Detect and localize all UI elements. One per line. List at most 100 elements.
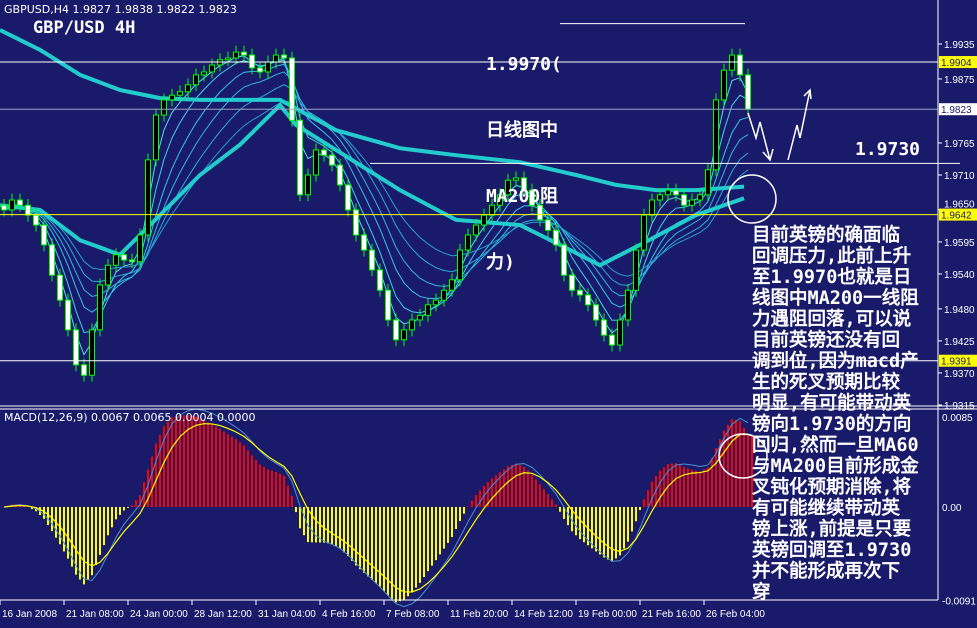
candle-body [657,194,663,201]
candle-body [649,199,655,216]
candle [705,163,711,202]
candle [9,193,15,217]
candle [649,193,655,222]
candle-body [401,329,407,341]
candle-body [673,189,679,196]
candle [89,323,95,382]
candle-body [569,274,575,291]
candle-body [145,159,151,236]
candle-body [441,289,447,301]
candle-body [329,154,335,166]
price-tick-label: 1.9935 [944,40,975,51]
ma-line-8 [3,63,749,313]
candle-body [297,119,303,196]
candle [161,93,167,122]
candle-body [249,54,255,69]
candle-body [737,54,743,76]
candle-body [633,249,639,291]
candle [441,283,447,307]
candle-body [617,319,623,346]
candle-body [305,174,311,196]
macd-tick-label: 0.00 [942,503,962,514]
candle [361,228,367,257]
price-tick-label: 1.9370 [944,369,975,380]
macd-signal-line [3,423,749,593]
candle [33,208,39,232]
candle-body [433,299,439,306]
price-label: 1.9904 [941,58,972,69]
price-label: 1.9642 [941,211,972,222]
candle-body [169,94,175,101]
commentary-line: 并不能形成再次下 [752,561,901,582]
commentary-line: 英镑回调至1.9730 [752,540,912,561]
candle-body [497,194,503,206]
candle [481,208,487,232]
candle [721,63,727,107]
price-label: 1.9823 [941,105,972,116]
candle-body [137,234,143,263]
candle-body [409,319,415,331]
candle [137,228,143,269]
commentary-line: 有可能继续带动英 [752,498,901,519]
candle-body [57,274,63,301]
price-tick-label: 1.9315 [944,401,975,412]
candle-body [665,189,671,196]
candle [689,193,695,212]
time-tick-label: 26 Feb 04:00 [706,609,765,620]
candle-body [481,214,487,226]
candle [201,65,207,82]
candle [113,248,119,272]
candle-body [129,259,135,263]
candle [193,68,199,92]
candle-body [257,67,263,73]
macd-label: MACD(12,26,9) 0.0067 0.0065 0.0004 0.000… [4,411,256,424]
candle [737,48,743,82]
candle [321,143,327,162]
candle [577,283,583,302]
time-tick-label: 21 Jan 08:00 [66,609,124,620]
candle [265,55,271,79]
commentary-line: 镑向1.9730的方向 [752,414,912,435]
resistance-annotation: 1.9970( 日线图中 MA200阻 力) [486,10,562,318]
candle-body [609,334,615,346]
candle-body [625,289,631,321]
commentary-line: 力遇阻回落,可以说 [752,309,912,330]
candle [433,293,439,312]
candle [169,88,175,107]
candle-body [289,57,295,121]
candle [305,168,311,202]
candle [1,198,7,217]
candle-body [721,69,727,101]
candle-body [489,204,495,216]
candle-body [361,234,367,251]
candle [249,48,255,75]
commentary-text: 目前英镑的确面临 回调压力,此前上升 至1.9970也就是日 线图中MA200一线阻力… [752,225,919,603]
candle-body [745,74,751,110]
candle-body [153,114,159,161]
highlight-circle [718,433,768,479]
candle-body [729,54,735,71]
candle [225,51,231,67]
candle-body [209,64,215,73]
candle [377,263,383,297]
candle [457,243,463,287]
candle-body [65,299,71,331]
candle [121,248,127,267]
candle [65,293,71,337]
price-label: 1.9391 [941,357,972,368]
commentary-line: 穿 [752,582,771,603]
candle [513,171,519,187]
candle-body [161,99,167,116]
candle-body [425,304,431,316]
candle [409,313,415,337]
candle-body [353,209,359,236]
time-tick-label: 11 Feb 20:00 [450,609,509,620]
candle-body [601,319,607,336]
candle-body [113,254,119,266]
price-pane [0,28,751,382]
chart-title: GBP/USD 4H [33,18,136,38]
price-tick-label: 1.9480 [944,305,975,316]
candle [713,93,719,177]
